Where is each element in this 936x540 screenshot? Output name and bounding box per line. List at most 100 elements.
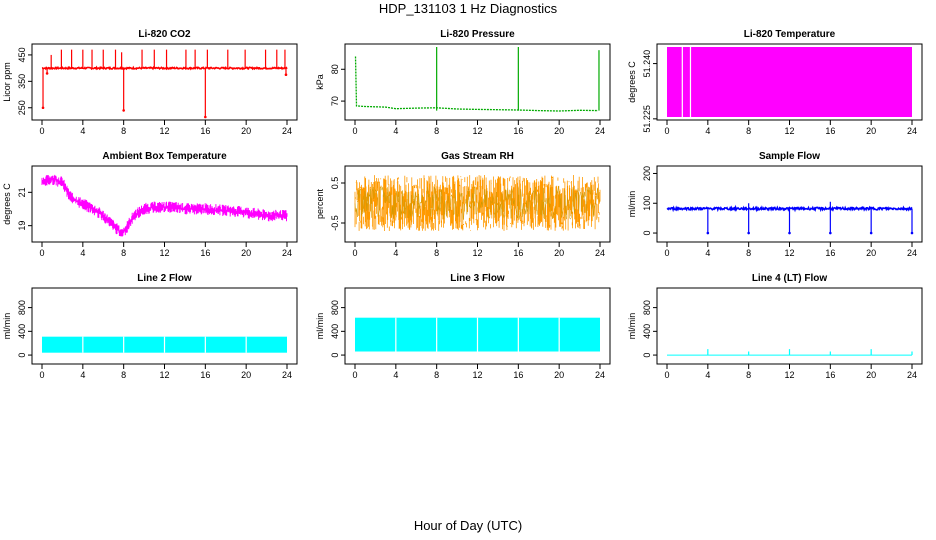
panel-title: Line 2 Flow [137, 273, 192, 284]
x-tick-label: 12 [784, 126, 794, 136]
y-tick-label: 0 [642, 353, 652, 358]
x-tick-label: 4 [393, 126, 398, 136]
x-tick-label: 8 [121, 126, 126, 136]
x-tick-label: 20 [554, 248, 564, 258]
y-tick-label: 200 [642, 166, 652, 181]
y-axis-label: degrees C [2, 183, 12, 225]
x-tick-label: 16 [825, 248, 835, 258]
x-tick-label: 8 [121, 370, 126, 380]
y-tick-label: 0 [17, 353, 27, 358]
x-tick-label: 4 [80, 370, 85, 380]
x-tick-label: 8 [434, 126, 439, 136]
x-tick-label: 20 [554, 370, 564, 380]
x-tick-label: 8 [121, 248, 126, 258]
panel-title: Li-820 Temperature [744, 29, 836, 40]
panel-line-4-lt-flow: Line 4 (LT) Flow ml/min 0 4 8 12 16 20 24 0 400 800 [627, 273, 923, 380]
data-band [667, 47, 912, 117]
y-axis-label: ml/min [315, 313, 325, 340]
x-tick-label: 20 [241, 126, 251, 136]
x-tick-label: 4 [393, 370, 398, 380]
x-tick-label: 24 [907, 126, 917, 136]
data-point [122, 109, 125, 112]
x-tick-label: 24 [282, 370, 292, 380]
x-tick-label: 20 [866, 370, 876, 380]
data-point [747, 231, 750, 235]
x-tick-label: 8 [746, 126, 751, 136]
data-series-secondary [354, 185, 601, 221]
x-tick-label: 4 [705, 370, 710, 380]
y-tick-label: 250 [17, 100, 27, 115]
x-tick-label: 4 [80, 248, 85, 258]
data-point [910, 231, 914, 235]
x-tick-label: 24 [282, 126, 292, 136]
x-tick-label: 24 [595, 126, 605, 136]
y-axis-label: kPa [315, 74, 325, 90]
y-axis-label: degrees C [627, 61, 637, 103]
x-tick-label: 12 [472, 126, 482, 136]
panel-title: Li-820 Pressure [440, 29, 515, 40]
data-point [45, 72, 49, 75]
y-tick-label: 21 [17, 187, 27, 197]
y-tick-label: 0 [642, 231, 652, 236]
x-tick-label: 24 [907, 248, 917, 258]
x-tick-label: 16 [513, 370, 523, 380]
x-tick-label: 0 [664, 126, 669, 136]
data-series [41, 174, 288, 237]
x-tick-label: 12 [159, 126, 169, 136]
x-tick-label: 16 [825, 126, 835, 136]
panel-li-820-temperature: Li-820 Temperature degrees C 0 4 8 12 16 20 24 51… [627, 29, 923, 136]
y-tick-label: 800 [330, 300, 340, 315]
x-tick-label: 20 [241, 248, 251, 258]
x-tick-label: 24 [907, 370, 917, 380]
x-tick-label: 4 [80, 126, 85, 136]
data-point [706, 231, 710, 235]
x-tick-label: 16 [513, 248, 523, 258]
y-tick-label: 450 [17, 47, 27, 62]
x-tick-label: 24 [282, 248, 292, 258]
panel-line-3-flow: Line 3 Flow ml/min 0 4 8 12 16 20 24 0 400 800 [315, 273, 611, 380]
x-tick-label: 16 [200, 248, 210, 258]
x-tick-label: 0 [664, 370, 669, 380]
panel-title: Line 3 Flow [450, 273, 505, 284]
x-tick-label: 12 [159, 248, 169, 258]
x-tick-label: 20 [241, 370, 251, 380]
data-series [41, 65, 288, 71]
panel-title: Line 4 (LT) Flow [752, 273, 828, 284]
panel-li-820-co2: Li-820 CO2 Licor ppm 0 4 8 12 16 20 24 250 350 450 [2, 29, 298, 136]
data-series [354, 175, 601, 231]
x-tick-label: 12 [472, 248, 482, 258]
panel-sample-flow: Sample Flow ml/min 0 4 8 12 16 20 24 0 100 200 [627, 151, 923, 258]
panel-ambient-box-temperature: Ambient Box Temperature degrees C 0 4 8 12 16 2… [2, 151, 298, 258]
x-tick-label: 0 [664, 248, 669, 258]
x-tick-label: 0 [352, 370, 357, 380]
x-tick-label: 24 [595, 248, 605, 258]
x-tick-label: 4 [705, 126, 710, 136]
y-tick-label: 0 [330, 353, 340, 358]
data-series [666, 204, 913, 213]
y-tick-label: 19 [17, 221, 27, 231]
panel-title: Li-820 CO2 [138, 29, 191, 40]
panel-title: Sample Flow [759, 151, 820, 162]
y-axis-label: ml/min [2, 313, 12, 340]
y-tick-label: 51.240 [642, 50, 652, 78]
panel-gas-stream-rh: Gas Stream RH percent 0 4 8 12 16 20 24 -0.5 0.5 [315, 151, 611, 258]
data-point [41, 106, 45, 110]
x-tick-label: 16 [513, 126, 523, 136]
x-tick-label: 20 [866, 248, 876, 258]
x-axis-caption: Hour of Day (UTC) [413, 518, 523, 533]
y-axis-label: Licor ppm [2, 62, 12, 102]
x-tick-label: 16 [200, 126, 210, 136]
x-tick-label: 0 [39, 248, 44, 258]
y-tick-label: 100 [642, 196, 652, 211]
x-tick-label: 0 [352, 126, 357, 136]
data-point [788, 231, 791, 235]
x-tick-label: 8 [746, 248, 751, 258]
y-axis-label: ml/min [627, 313, 637, 340]
panel-title: Gas Stream RH [441, 151, 514, 162]
x-tick-label: 4 [705, 248, 710, 258]
x-tick-label: 0 [39, 370, 44, 380]
y-tick-label: 400 [642, 324, 652, 339]
panel-title: Ambient Box Temperature [102, 151, 227, 162]
plot-frame [344, 43, 611, 121]
